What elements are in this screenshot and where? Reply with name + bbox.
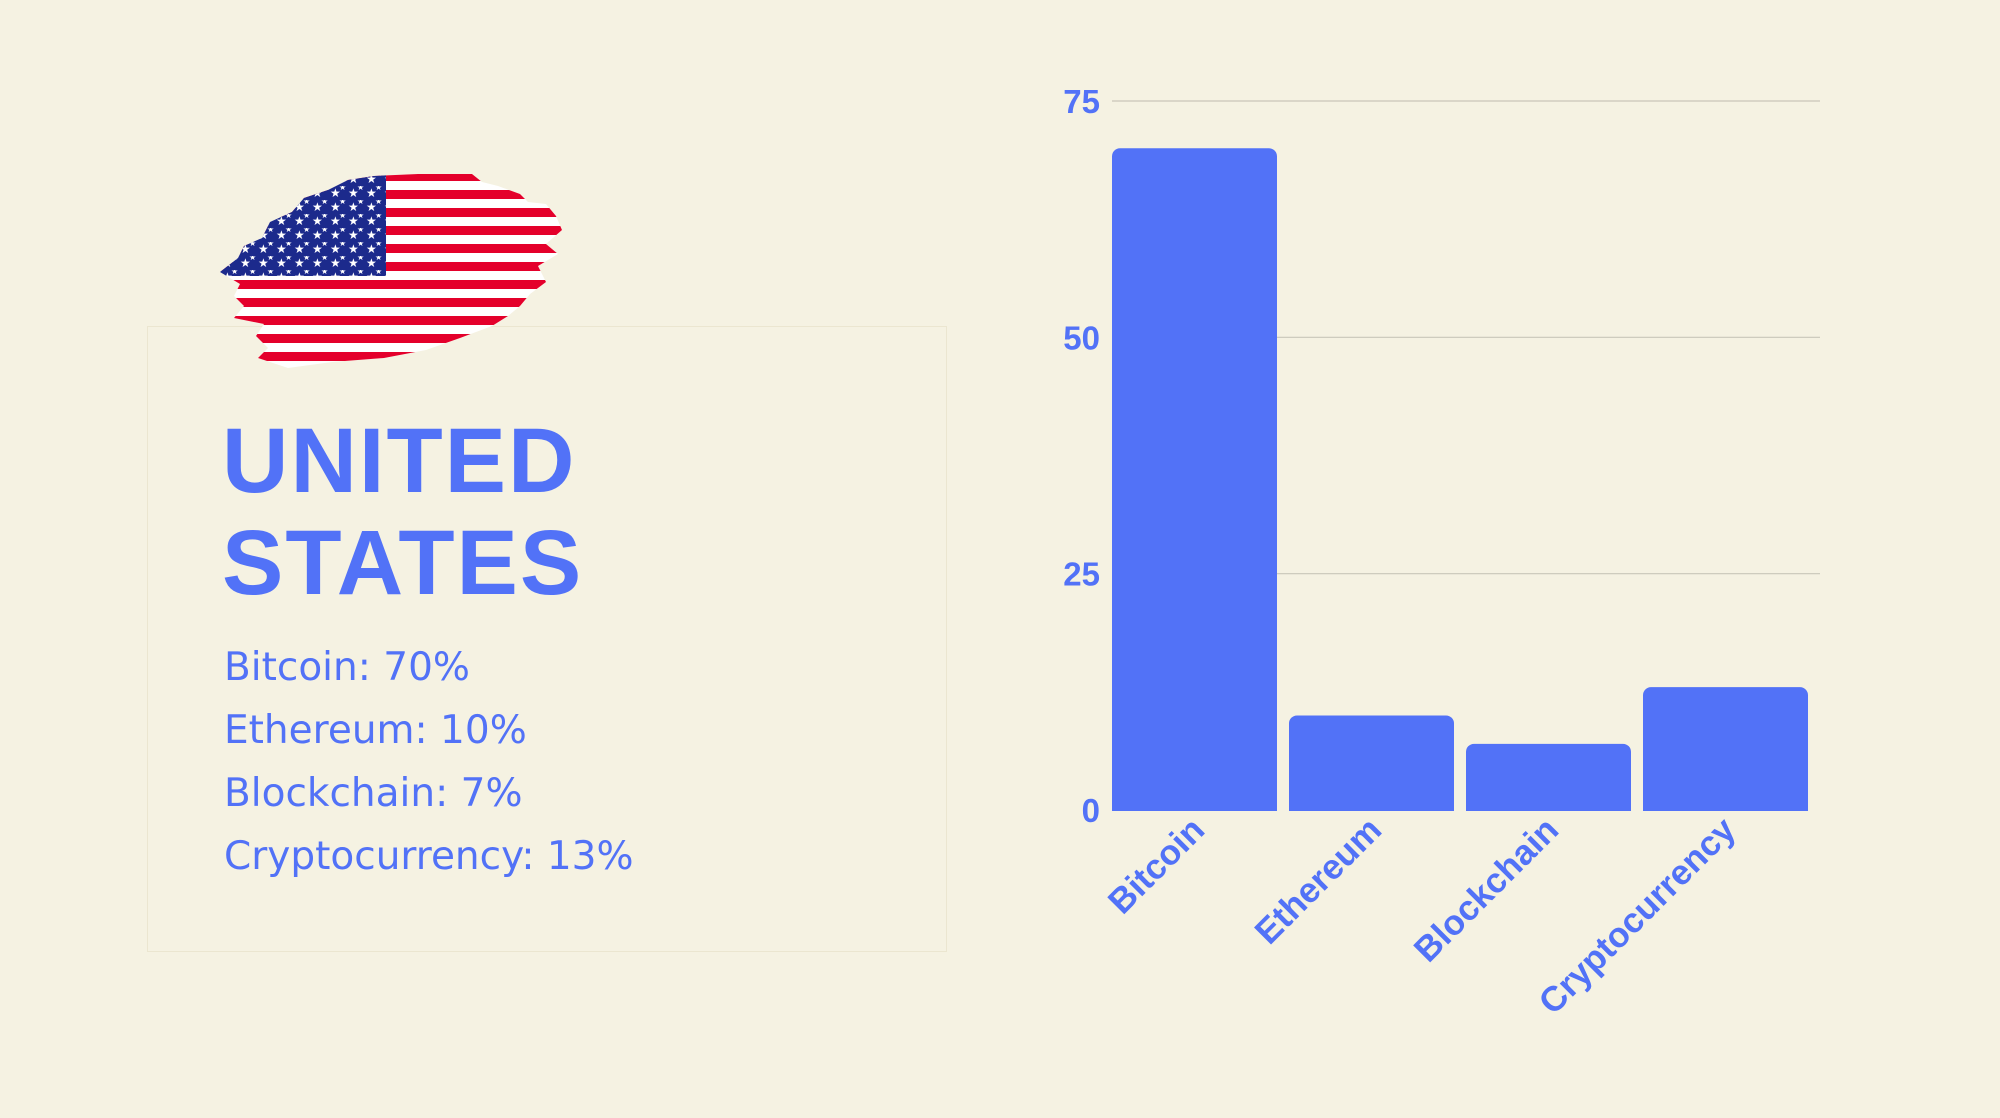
info-card-frame bbox=[147, 326, 947, 952]
stat-bitcoin: Bitcoin: 70% bbox=[224, 645, 470, 690]
stat-ethereum: Ethereum: 10% bbox=[224, 708, 527, 753]
bar-blockchain bbox=[1466, 743, 1631, 811]
x-tick-label: Bitcoin bbox=[1101, 810, 1212, 921]
country-title-line2: STATES bbox=[222, 512, 584, 614]
country-title: UNITED STATES bbox=[222, 410, 583, 614]
y-tick-label: 75 bbox=[1063, 83, 1100, 120]
us-flag-brush-icon: ★ ★ bbox=[220, 174, 562, 368]
x-tick-label: Blockchain bbox=[1407, 810, 1567, 970]
bar-base-bitcoin bbox=[1112, 800, 1277, 811]
bar-cryptocurrency bbox=[1643, 687, 1808, 811]
bar-base-ethereum bbox=[1289, 800, 1454, 811]
bar-ethereum bbox=[1289, 715, 1454, 811]
bar-bitcoin bbox=[1112, 148, 1277, 811]
stat-blockchain: Blockchain: 7% bbox=[224, 771, 523, 816]
country-title-line1: UNITED bbox=[222, 410, 577, 512]
bar-base-blockchain bbox=[1466, 800, 1631, 811]
x-tick-label: Ethereum bbox=[1247, 810, 1389, 952]
y-tick-label: 25 bbox=[1063, 556, 1100, 593]
bar-base-cryptocurrency bbox=[1643, 800, 1808, 811]
y-tick-label: 0 bbox=[1082, 792, 1100, 829]
stat-cryptocurrency: Cryptocurrency: 13% bbox=[224, 834, 634, 879]
y-tick-label: 50 bbox=[1063, 319, 1100, 356]
stats-list: Bitcoin: 70% Ethereum: 10% Blockchain: 7… bbox=[224, 636, 634, 888]
x-tick-label: Cryptocurrency bbox=[1531, 810, 1743, 1022]
